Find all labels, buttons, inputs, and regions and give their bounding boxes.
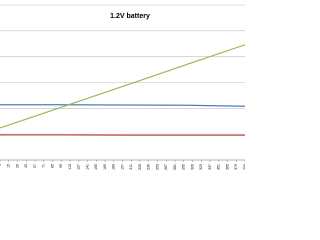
x-tick-label: 379 (234, 164, 238, 170)
x-tick-label: 253 (155, 164, 159, 170)
x-tick-label: 295 (182, 164, 186, 170)
x-tick-label: 323 (199, 164, 203, 170)
x-tick-label: 197 (120, 164, 124, 170)
x-tick-label: 1 (0, 164, 2, 166)
x-tick-label: 365 (225, 164, 229, 170)
x-tick-label: 169 (103, 164, 107, 170)
series-line (0, 104, 245, 107)
x-tick-label: 71 (42, 164, 46, 168)
x-tick-label: 85 (50, 164, 54, 168)
x-tick-label: 309 (190, 164, 194, 170)
x-tick-label: 337 (208, 164, 212, 170)
x-tick-label: 281 (173, 164, 177, 170)
x-tick-label: 57 (33, 164, 37, 168)
x-tick-label: 393 (243, 164, 245, 170)
chart-title: 1.2V battery (110, 13, 150, 20)
x-tick-label: 113 (68, 164, 72, 170)
x-tick-label: 211 (129, 164, 133, 170)
x-tick-label: 225 (138, 164, 142, 170)
x-tick-label: 267 (164, 164, 168, 170)
x-tick-label: 155 (94, 164, 98, 170)
x-tick-label: 141 (85, 164, 89, 170)
series-line (0, 44, 245, 129)
x-tick-label: 351 (217, 164, 221, 170)
x-tick-label: 43 (24, 164, 28, 168)
x-tick-label: 99 (59, 164, 63, 168)
x-tick-label: 29 (15, 164, 19, 168)
x-tick-label: 15 (7, 164, 11, 168)
x-tick-label: 183 (112, 164, 116, 170)
x-tick-label: 127 (77, 164, 81, 170)
chart: 1.2V battery 1 15 29 43 57 71 85 99 113 127 141 155… (0, 4, 245, 170)
x-tick-label: 239 (147, 164, 151, 170)
